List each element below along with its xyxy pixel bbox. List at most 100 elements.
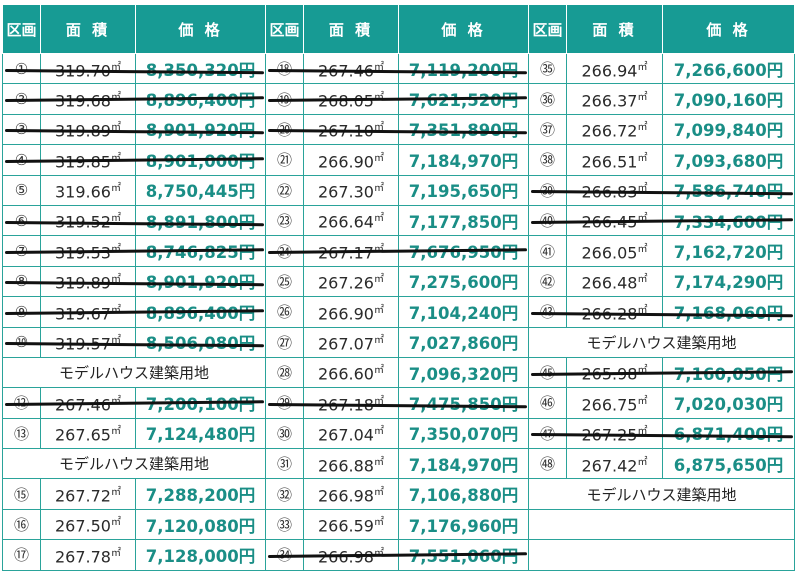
note-row: モデルハウス建築用地 <box>2 356 266 389</box>
area-unit: ㎡ <box>110 487 121 498</box>
lot-row: ㊳ 266.51㎡ 7,093,680円 <box>528 144 795 176</box>
lot-area: 267.30㎡ <box>303 174 399 206</box>
model-house-note: モデルハウス建築用地 <box>2 448 266 480</box>
lot-row: ㊽ 267.42㎡ 6,875,650円 <box>528 448 795 480</box>
lot-area: 266.48㎡ <box>566 265 663 298</box>
area-unit: ㎡ <box>373 487 384 498</box>
lot-number: ㉟ <box>528 52 567 85</box>
lot-row: ㉛ 266.88㎡ 7,184,970円 <box>265 448 529 480</box>
area-value: 266.90 <box>318 303 374 323</box>
price-header: 価 格 <box>135 4 266 54</box>
area-unit: ㎡ <box>373 122 384 134</box>
lot-price: 7,027,860円 <box>398 326 529 358</box>
lot-number: ⑮ <box>2 478 41 510</box>
lot-row: ㉕ 267.26㎡ 7,275,600円 <box>265 265 529 298</box>
area-value: 267.72 <box>55 486 111 506</box>
lot-number: ㉜ <box>265 478 304 510</box>
lot-price: 8,350,320円 <box>135 52 266 85</box>
lot-price: 7,093,680円 <box>662 144 795 176</box>
lot-area: 266.88㎡ <box>303 448 399 480</box>
model-house-note: モデルハウス建築用地 <box>2 356 266 389</box>
area-unit: ㎡ <box>373 426 384 438</box>
lot-row: ㉒ 267.30㎡ 7,195,650円 <box>265 174 529 206</box>
area-unit: ㎡ <box>373 335 384 347</box>
lot-row: ⑬ 267.65㎡ 7,124,480円 <box>2 417 266 450</box>
lot-number: ㊱ <box>528 83 567 115</box>
area-value: 267.30 <box>318 182 374 202</box>
lot-number: ㉑ <box>265 144 304 176</box>
lot-price: 7,090,160円 <box>662 83 795 115</box>
lot-number: ⑰ <box>2 539 41 571</box>
lot-price: 7,174,290円 <box>662 265 795 298</box>
lot-price: 7,124,480円 <box>135 417 266 450</box>
lot-area: 266.72㎡ <box>566 113 663 146</box>
area-unit: ㎡ <box>637 426 648 438</box>
lot-area: 267.04㎡ <box>303 417 399 450</box>
lot-row: ㉜ 266.98㎡ 7,106,880円 <box>265 478 529 510</box>
area-value: 266.48 <box>581 273 638 293</box>
lot-number: ㊻ <box>528 387 567 419</box>
lot-area: 266.90㎡ <box>303 296 399 328</box>
area-value: 266.51 <box>581 152 638 172</box>
area-value: 266.94 <box>581 60 638 80</box>
lot-price: 7,162,720円 <box>662 235 795 267</box>
area-unit: ㎡ <box>373 152 384 164</box>
lot-row: ㉑ 266.90㎡ 7,184,970円 <box>265 144 529 176</box>
lot-area: 267.72㎡ <box>40 478 136 510</box>
area-unit: ㎡ <box>637 395 648 407</box>
area-value: 267.78 <box>55 547 111 567</box>
area-unit: ㎡ <box>110 213 121 225</box>
lot-price: 7,128,000円 <box>135 539 266 571</box>
area-unit: ㎡ <box>373 183 384 195</box>
area-value: 266.88 <box>318 455 374 475</box>
lot-header: 区画 <box>528 4 567 54</box>
area-unit: ㎡ <box>637 91 648 103</box>
lot-number: ㉘ <box>265 356 304 389</box>
area-value: 267.42 <box>581 455 638 475</box>
area-unit: ㎡ <box>110 335 121 347</box>
lot-number: ㉖ <box>265 296 304 328</box>
lot-row: ㊲ 266.72㎡ 7,099,840円 <box>528 113 795 146</box>
area-value: 266.72 <box>581 121 638 141</box>
lot-area: 266.75㎡ <box>566 387 663 419</box>
area-unit: ㎡ <box>637 243 648 255</box>
area-value: 319.66 <box>55 182 111 202</box>
lot-row: ㊶ 266.05㎡ 7,162,720円 <box>528 235 795 267</box>
area-unit: ㎡ <box>637 304 648 316</box>
area-unit: ㎡ <box>373 365 384 377</box>
price-header: 価 格 <box>398 4 529 54</box>
area-value: 266.98 <box>318 486 374 506</box>
lot-area: 319.66㎡ <box>40 174 136 206</box>
lot-number: ㊶ <box>528 235 567 267</box>
model-house-note: モデルハウス建築用地 <box>528 326 795 358</box>
lot-row: ㉖ 266.90㎡ 7,104,240円 <box>265 296 529 328</box>
area-value: 266.90 <box>318 152 374 172</box>
note-row: モデルハウス建築用地 <box>528 326 795 358</box>
area-value: 267.07 <box>318 334 374 354</box>
lot-area: 266.60㎡ <box>303 356 399 389</box>
area-unit: ㎡ <box>637 183 648 195</box>
lot-area: 267.26㎡ <box>303 265 399 298</box>
lot-price: 7,119,200円 <box>398 52 529 85</box>
lot-price: 8,891,800円 <box>135 204 266 237</box>
lot-row: ⑯ 267.50㎡ 7,120,080円 <box>2 508 266 541</box>
area-unit: ㎡ <box>110 274 121 286</box>
note-row: モデルハウス建築用地 <box>528 478 795 510</box>
note-row: モデルハウス建築用地 <box>2 448 266 480</box>
price-header: 価 格 <box>662 4 795 54</box>
lot-price: 7,177,850円 <box>398 204 529 237</box>
lot-area: 267.65㎡ <box>40 417 136 450</box>
lot-row: ⑤ 319.66㎡ 8,750,445円 <box>2 174 266 206</box>
area-value: 267.65 <box>55 425 111 445</box>
empty-cell <box>528 508 795 541</box>
area-unit: ㎡ <box>110 61 121 73</box>
lot-price: 6,875,650円 <box>662 448 795 480</box>
lot-area: 266.51㎡ <box>566 144 663 176</box>
area-unit: ㎡ <box>373 304 384 316</box>
model-house-note: モデルハウス建築用地 <box>528 478 795 510</box>
price-table-left: 区画 面 積 価 格 ①319.70㎡8,350,320円②319.68㎡8,8… <box>2 4 266 571</box>
area-unit: ㎡ <box>110 517 121 529</box>
lot-number: ㊲ <box>528 113 567 146</box>
